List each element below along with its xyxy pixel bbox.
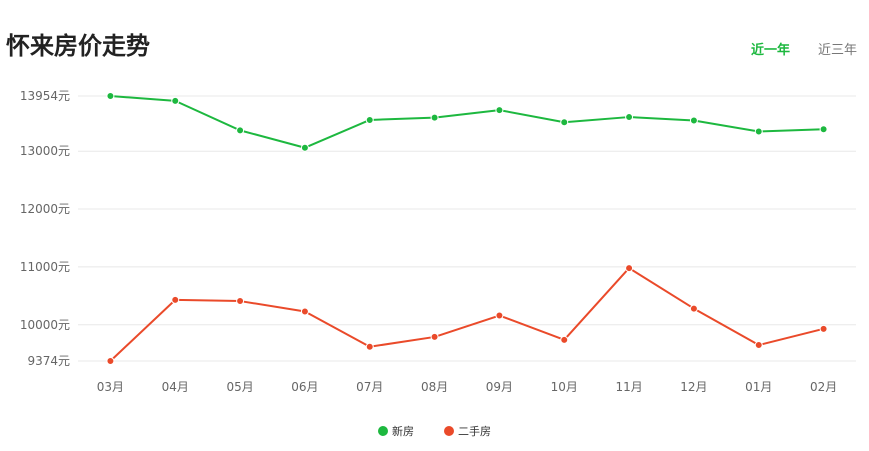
y-tick-label: 9374元 <box>27 354 70 368</box>
data-point-second-hand <box>560 335 569 344</box>
data-point-new <box>819 125 828 134</box>
data-point-second-hand <box>754 341 763 350</box>
data-point-second-hand <box>236 297 245 306</box>
chart-series <box>106 92 828 365</box>
x-tick-label: 09月 <box>486 380 513 394</box>
legend-new-marker <box>378 426 388 436</box>
y-tick-label: 13000元 <box>20 144 70 158</box>
range-tabs: 近一年 近三年 <box>751 39 857 58</box>
x-tick-label: 11月 <box>615 380 642 394</box>
x-tick-label: 08月 <box>421 380 448 394</box>
data-point-second-hand <box>300 307 309 316</box>
data-point-second-hand <box>171 295 180 304</box>
series-line-new <box>110 95 824 149</box>
x-tick-label: 02月 <box>810 380 837 394</box>
data-point-new <box>495 106 504 115</box>
tab-one-year[interactable]: 近一年 <box>750 43 790 58</box>
x-tick-label: 01月 <box>745 380 772 394</box>
y-axis: 9374元 10000元 11000元 12000元 13000元 13954元 <box>20 89 70 368</box>
legend-item-second-hand[interactable]: 二手房 <box>444 423 491 439</box>
series-line-second-hand <box>109 267 824 362</box>
data-point-new <box>560 118 569 127</box>
data-point-second-hand <box>625 264 634 273</box>
x-tick-label: 03月 <box>97 380 124 394</box>
data-point-second-hand <box>819 324 828 333</box>
data-point-new <box>365 115 374 124</box>
y-tick-label: 12000元 <box>20 202 70 216</box>
x-tick-label: 06月 <box>291 380 318 394</box>
chart-grid <box>78 95 856 362</box>
legend-item-new[interactable]: 新房 <box>378 423 414 439</box>
legend-second-hand-label: 二手房 <box>458 425 491 438</box>
tab-three-years[interactable]: 近三年 <box>817 43 857 58</box>
data-point-new <box>300 143 309 152</box>
y-tick-label: 13954元 <box>20 89 70 103</box>
page-title: 怀来房价走势 <box>6 32 150 60</box>
x-tick-label: 10月 <box>551 380 578 394</box>
data-point-new <box>430 113 439 122</box>
chart-legend: 新房 二手房 <box>0 423 869 439</box>
data-point-second-hand <box>689 304 698 313</box>
x-tick-label: 07月 <box>356 380 383 394</box>
data-point-new <box>171 96 180 105</box>
y-tick-label: 10000元 <box>20 318 70 332</box>
legend-second-hand-marker <box>444 426 454 436</box>
data-point-second-hand <box>430 332 439 341</box>
data-point-new <box>236 126 245 135</box>
data-point-second-hand <box>106 357 115 365</box>
data-point-second-hand <box>365 342 374 351</box>
data-point-new <box>106 92 115 100</box>
x-axis: 03月 04月 05月 06月 07月 08月 09月 10月 11月 12月 01月 02月 <box>97 380 837 394</box>
y-tick-label: 11000元 <box>20 260 70 274</box>
x-tick-label: 04月 <box>162 380 189 394</box>
data-point-new <box>689 116 698 125</box>
legend-new-label: 新房 <box>392 425 414 438</box>
x-tick-label: 12月 <box>680 380 707 394</box>
x-tick-label: 05月 <box>226 380 253 394</box>
data-point-second-hand <box>495 311 504 320</box>
data-point-new <box>754 127 763 136</box>
data-point-new <box>625 113 634 122</box>
